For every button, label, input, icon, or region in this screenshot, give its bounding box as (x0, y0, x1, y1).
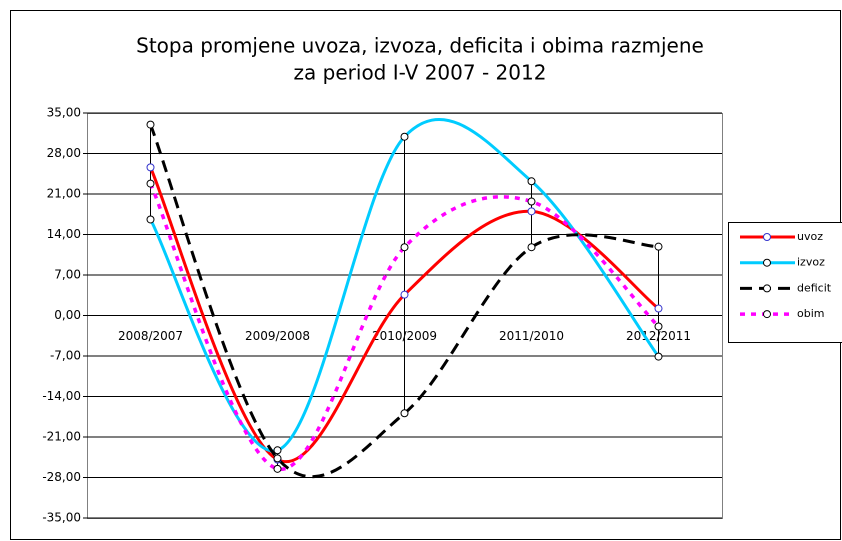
y-tick-label: 28,00 (47, 146, 81, 160)
data-point (400, 132, 409, 141)
series-line (149, 166, 660, 464)
data-point (527, 177, 536, 186)
data-point (654, 304, 663, 313)
legend-marker (763, 258, 771, 267)
data-point (400, 409, 409, 418)
legend-marker (763, 284, 771, 293)
data-point (527, 243, 536, 252)
legend-label: uvoz (797, 230, 823, 243)
x-tick-label: 2008/2007 (118, 329, 183, 343)
data-point (146, 163, 155, 172)
data-point (654, 352, 663, 361)
chart-subtitle: za period I-V 2007 - 2012 (294, 61, 547, 85)
data-point (527, 207, 536, 216)
y-tick-label: -35,00 (42, 511, 81, 525)
legend-marker (763, 310, 771, 319)
series-line (149, 118, 660, 453)
y-tick-label: 21,00 (47, 187, 81, 201)
y-tick-label: -21,00 (42, 430, 81, 444)
data-point (273, 446, 282, 455)
x-tick-label: 2012/2011 (626, 329, 691, 343)
data-point (146, 120, 155, 129)
legend (728, 222, 842, 343)
data-point (400, 243, 409, 252)
y-tick-label: 7,00 (54, 268, 81, 282)
data-point (146, 215, 155, 224)
chart-title: Stopa promjene uvoza, izvoza, deficita i… (136, 34, 704, 58)
x-tick-label: 2011/2010 (499, 329, 564, 343)
data-point (654, 322, 663, 331)
y-tick-label: 14,00 (47, 227, 81, 241)
y-tick-label: -14,00 (42, 389, 81, 403)
data-point (527, 197, 536, 206)
y-tick-label: -28,00 (42, 470, 81, 484)
data-point (273, 454, 282, 463)
data-point (273, 464, 282, 473)
legend-label: deficit (797, 281, 832, 294)
y-tick-label: 0,00 (54, 308, 81, 322)
data-point (654, 242, 663, 251)
legend-label: obim (797, 307, 824, 320)
x-tick-label: 2009/2008 (245, 329, 310, 343)
legend-label: izvoz (797, 256, 825, 269)
legend-marker (763, 233, 771, 241)
data-point (400, 290, 409, 299)
series-line (149, 124, 659, 479)
y-tick-label: 35,00 (47, 106, 81, 120)
x-tick-label: 2010/2009 (372, 329, 437, 343)
data-point (146, 179, 155, 188)
y-tick-label: -7,00 (50, 349, 81, 363)
